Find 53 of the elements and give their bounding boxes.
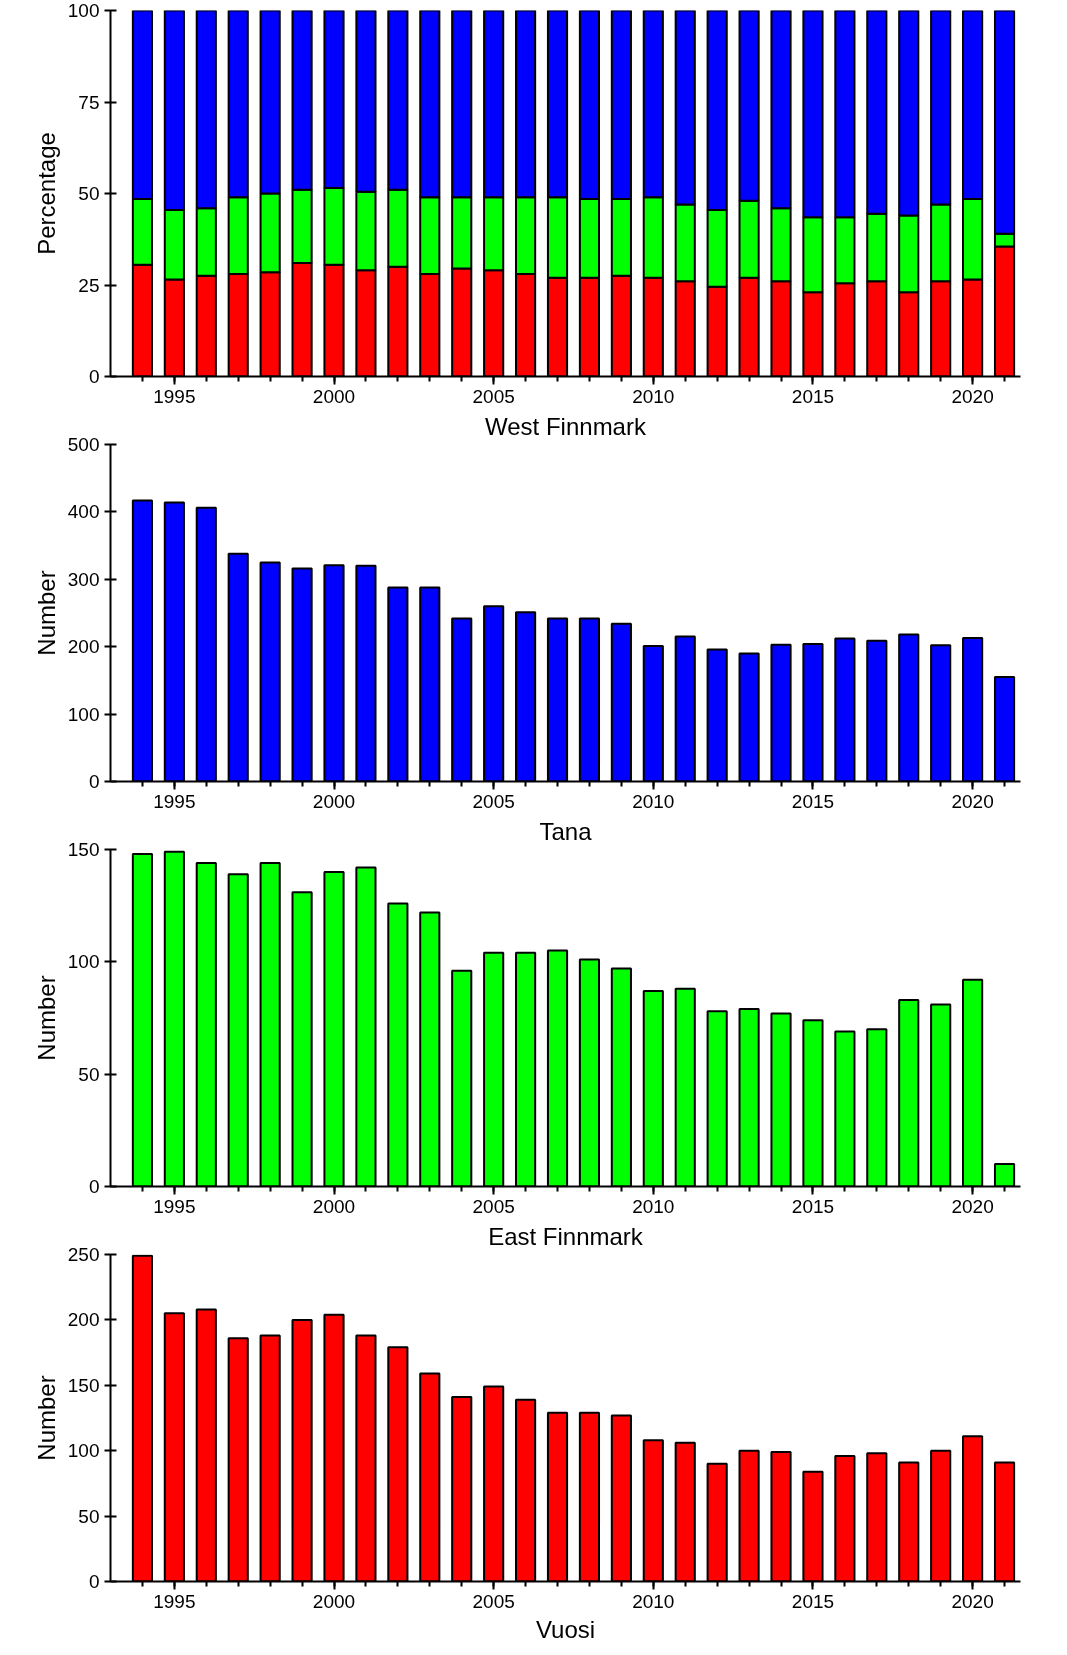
- x-tick-label: 1995: [153, 790, 196, 812]
- x-tick-label: 2000: [312, 385, 356, 407]
- y-tick-label: 150: [67, 839, 100, 860]
- y-tick-label: 300: [67, 568, 100, 590]
- x-tick-label: 2005: [472, 790, 515, 812]
- y-tick-label: 50: [78, 1505, 100, 1527]
- x-tick-label: 2010: [632, 1195, 675, 1217]
- y-axis-title: Percentage: [32, 132, 60, 255]
- y-tick-label: 100: [67, 1440, 100, 1462]
- y-axis-title: Number: [32, 975, 60, 1061]
- x-tick-label: 2020: [951, 1195, 994, 1217]
- y-tick-label: 400: [67, 501, 100, 523]
- x-tick-label: 1995: [153, 1195, 196, 1217]
- y-tick-label: 0: [88, 1571, 100, 1592]
- y-tick-label: 0: [88, 1176, 100, 1197]
- x-tick-label: 2020: [951, 385, 994, 407]
- y-tick-label: 25: [78, 274, 100, 296]
- y-tick-label: 200: [67, 1309, 100, 1331]
- y-tick-label: 0: [88, 771, 100, 792]
- x-tick-label: 2015: [791, 790, 835, 812]
- y-tick-label: 500: [67, 434, 100, 455]
- x-tick-label: 2010: [632, 385, 675, 407]
- x-axis-title: Vuosi: [535, 1615, 596, 1643]
- x-tick-label: 2005: [472, 1590, 515, 1612]
- x-tick-label: 2020: [951, 1590, 994, 1612]
- y-tick-label: 100: [67, 951, 100, 973]
- x-tick-label: 2015: [791, 1195, 835, 1217]
- chart-title: Tana: [539, 817, 593, 845]
- y-tick-label: 50: [78, 183, 100, 204]
- x-tick-label: 2015: [791, 385, 835, 407]
- chart-title: East Finnmark: [488, 1222, 644, 1250]
- y-tick-label: 250: [67, 1244, 100, 1265]
- x-tick-label: 2000: [312, 1195, 356, 1217]
- x-tick-label: 2005: [472, 385, 515, 407]
- x-tick-label: 1995: [153, 385, 196, 407]
- x-tick-label: 2000: [312, 1590, 356, 1612]
- y-tick-label: 100: [67, 703, 100, 725]
- y-tick-label: 0: [88, 366, 100, 387]
- x-tick-label: 2010: [632, 1590, 675, 1612]
- y-tick-label: 150: [67, 1374, 100, 1396]
- chart-title: West Finnmark: [485, 412, 647, 440]
- x-tick-label: 2005: [472, 1195, 515, 1217]
- y-axis-title: Number: [32, 570, 60, 656]
- y-tick-label: 75: [78, 91, 100, 113]
- y-axis-title: Number: [32, 1375, 60, 1461]
- y-tick-label: 100: [67, 0, 100, 21]
- x-tick-label: 2015: [791, 1590, 835, 1612]
- x-tick-label: 2000: [312, 790, 356, 812]
- x-tick-label: 2020: [951, 790, 994, 812]
- x-tick-label: 2010: [632, 790, 675, 812]
- y-tick-label: 200: [67, 636, 100, 658]
- x-tick-label: 1995: [153, 1590, 196, 1612]
- y-tick-label: 50: [78, 1063, 100, 1085]
